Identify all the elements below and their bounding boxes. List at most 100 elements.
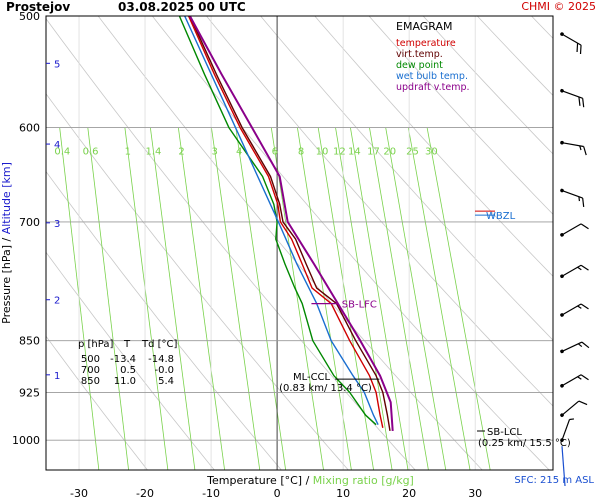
table-cell: 700 — [81, 365, 100, 376]
wind-barb-half-feather — [577, 305, 582, 309]
credit-text: CHMI © 2025 — [521, 0, 596, 13]
dry-adiabat — [46, 335, 148, 470]
table-header: T — [123, 339, 131, 350]
level-detail: (0.25 km/ 15.5 °C) — [478, 438, 571, 449]
wind-barb-staff — [561, 264, 582, 277]
temperature-tick-label: 0 — [274, 487, 281, 500]
wind-barb-half-feather — [577, 266, 582, 271]
temperature-tick-label: -20 — [136, 487, 154, 500]
wind-barb-half-feather — [577, 376, 582, 380]
x-axis-title-part: / — [302, 474, 313, 487]
wind-barb-half-feather — [579, 145, 582, 151]
mixing-ratio-line — [235, 127, 287, 470]
plot-area — [46, 0, 600, 476]
mixing-ratio-label: 1.4 — [145, 147, 161, 158]
x-axis-title: Temperature [°C] / Mixing ratio [g/kg] — [206, 474, 414, 487]
plot-frame — [45, 15, 554, 471]
wind-barb-half-feather — [569, 418, 575, 421]
dry-adiabat — [46, 93, 349, 470]
wind-barb-feather — [583, 146, 587, 156]
table-cell: 11.0 — [114, 376, 136, 387]
surface-elevation: SFC: 215 m ASL — [514, 475, 594, 486]
level-detail: (0.83 km/ 13.4 °C) — [279, 383, 372, 394]
wind-barb-feather — [582, 197, 585, 207]
dry-adiabat — [422, 16, 553, 155]
wind-barb — [560, 88, 585, 108]
wind-barb — [560, 303, 589, 317]
y-axis-title-part: / — [0, 234, 13, 245]
table-cell: 500 — [81, 354, 100, 365]
wind-barb-staff — [561, 374, 582, 387]
mixing-ratio-label: 1 — [125, 147, 131, 158]
wind-barb-dot — [560, 188, 564, 193]
table-cell: 0.5 — [120, 365, 136, 376]
mixing-ratio-line — [211, 127, 261, 470]
mixing-ratio-label: 12 — [333, 147, 346, 158]
legend-virt-temp: virt.temp. — [396, 49, 443, 60]
mixing-ratio-line — [407, 127, 471, 470]
dry-adiabat — [314, 16, 553, 277]
profile-temperature — [187, 16, 384, 428]
table-cell: -13.4 — [110, 354, 136, 365]
pressure-tick-label: 925 — [19, 386, 40, 399]
wind-barb — [560, 374, 589, 388]
mixing-ratio-label: 14 — [348, 147, 361, 158]
pressure-tick-label: 500 — [19, 10, 40, 23]
profile-wet-bulb — [184, 16, 379, 426]
dry-adiabat — [476, 16, 553, 96]
altitude-tick-label: 5 — [54, 59, 60, 70]
wind-barb-dot — [560, 88, 564, 93]
mixing-ratio-label: 4 — [236, 147, 242, 158]
legend-temperature: temperature — [396, 38, 456, 49]
wind-barb — [560, 140, 587, 156]
wind-barb-dot — [560, 274, 564, 279]
wind-barb-feather — [580, 264, 589, 271]
wind-barb-dot — [560, 438, 564, 442]
altitude-tick-label: 3 — [54, 219, 60, 230]
mixing-ratio-label: 6 — [272, 147, 278, 158]
mixing-ratio-line — [87, 127, 130, 470]
mixing-ratio-label: 20 — [383, 147, 396, 158]
legend-wet-bulb: wet bulb temp. — [396, 71, 468, 82]
dry-adiabat — [530, 16, 553, 39]
profile-virt-temp — [189, 16, 391, 432]
mixing-ratio-line — [177, 127, 226, 470]
table-cell: -0.0 — [154, 365, 174, 376]
wind-barb — [560, 223, 589, 237]
mixing-ratio-line — [59, 127, 100, 470]
wind-barb-feather — [580, 374, 589, 381]
dry-adiabat — [368, 16, 553, 215]
wind-barb-staff — [561, 419, 571, 441]
mixing-ratio-label: 25 — [406, 147, 419, 158]
wind-barb-staff — [561, 33, 582, 46]
wind-barb-staff — [561, 142, 584, 148]
wind-barb — [560, 418, 575, 442]
wind-barb-staff — [561, 341, 583, 352]
dry-adiabat — [205, 16, 553, 407]
profile-updraft — [189, 16, 394, 431]
sounding-datetime: 03.08.2025 00 UTC — [118, 0, 246, 14]
wind-barb — [560, 341, 590, 354]
wind-barb-feather — [576, 43, 579, 53]
dry-adiabat — [151, 16, 550, 470]
mixing-ratio-line — [270, 127, 324, 470]
wind-barb-dot — [560, 349, 564, 354]
mixing-ratio-line — [317, 127, 374, 470]
temperature-tick-label: 30 — [468, 487, 482, 500]
wind-barb-feather — [582, 98, 585, 108]
level-label: ML-CCL — [293, 372, 331, 383]
level-label: SB-LCL — [487, 427, 522, 438]
mixing-ratio-line — [350, 127, 409, 470]
dry-adiabat — [589, 0, 600, 476]
wind-barb-half-feather — [577, 343, 583, 348]
station-name: Prostejov — [6, 0, 71, 14]
wind-barb-dot — [560, 233, 564, 237]
wind-barb — [560, 188, 585, 207]
altitude-tick-label: 2 — [54, 296, 60, 307]
mixing-ratio-label: 0.4 — [54, 147, 70, 158]
legend-updraft: updraft v.temp. — [396, 82, 470, 93]
wind-barb — [560, 32, 582, 55]
profile-dew-point — [178, 16, 377, 426]
mixing-ratio-line — [426, 127, 491, 470]
y-axis-title: Pressure [hPa] / Altitude [km] — [0, 162, 13, 324]
